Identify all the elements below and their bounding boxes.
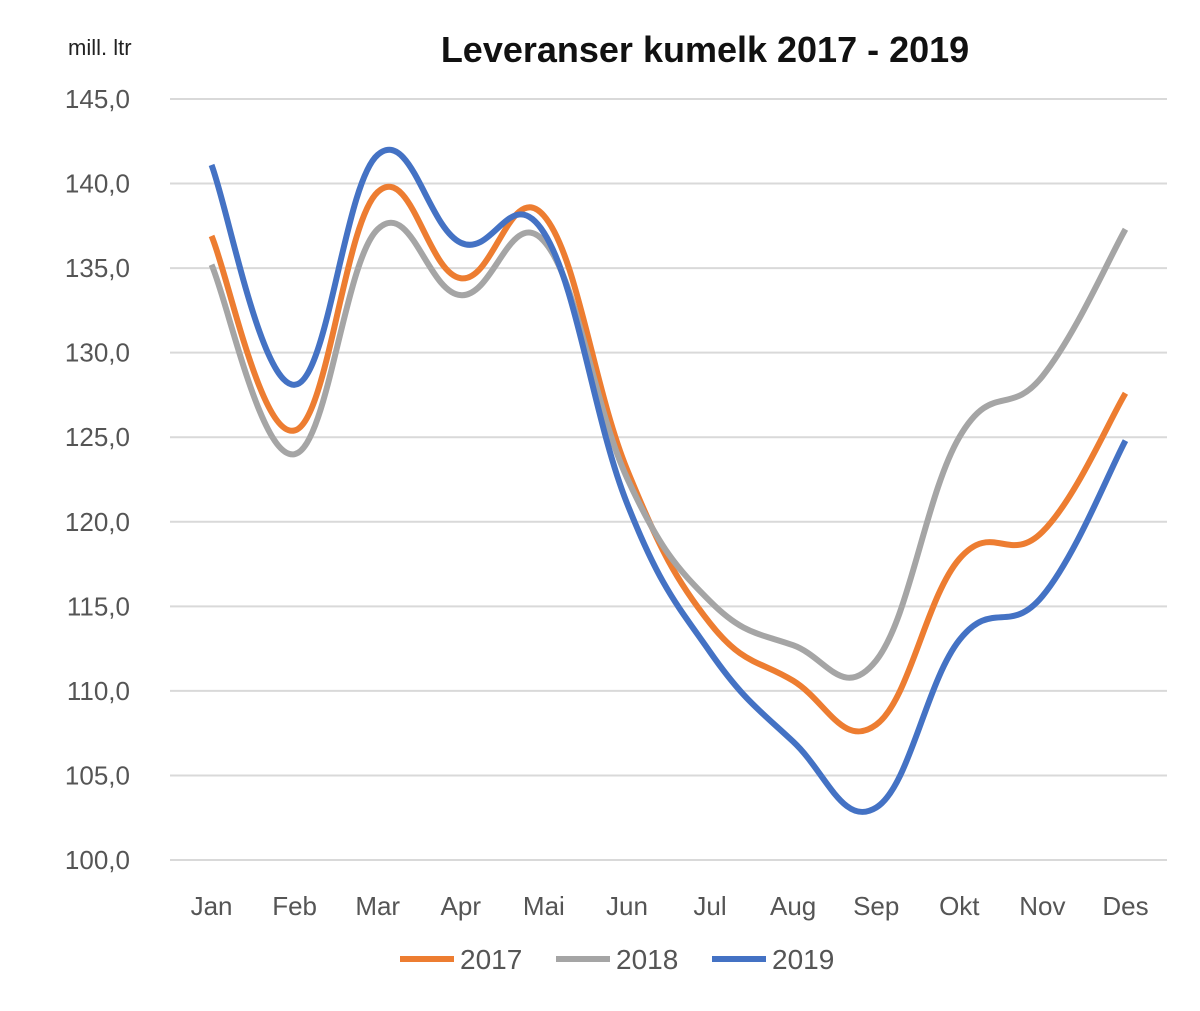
y-tick-label: 100,0 bbox=[65, 845, 130, 875]
series-2017 bbox=[208, 183, 1129, 735]
x-tick-label: Jun bbox=[606, 891, 648, 921]
series-line-2019 bbox=[208, 146, 1129, 815]
x-tick-label: Okt bbox=[939, 891, 980, 921]
legend: 2017 2018 2019 bbox=[400, 944, 834, 975]
y-tick-label: 125,0 bbox=[65, 422, 130, 452]
x-tick-label: Des bbox=[1102, 891, 1148, 921]
x-tick-label: Nov bbox=[1019, 891, 1065, 921]
series-lines bbox=[208, 146, 1129, 815]
x-tick-label: Jan bbox=[191, 891, 233, 921]
y-tick-label: 130,0 bbox=[65, 338, 130, 368]
y-tick-label: 110,0 bbox=[67, 676, 130, 706]
series-line-2018 bbox=[208, 219, 1129, 681]
x-axis-ticks: Jan Feb Mar Apr Mai Jun Jul Aug Sep Okt Nov Des bbox=[191, 891, 1149, 921]
legend-item-2018: 2018 bbox=[556, 944, 678, 975]
x-tick-label: Sep bbox=[853, 891, 899, 921]
legend-label: 2018 bbox=[616, 944, 678, 975]
x-tick-label: Feb bbox=[272, 891, 317, 921]
x-tick-label: Jul bbox=[693, 891, 726, 921]
legend-item-2019: 2019 bbox=[712, 944, 834, 975]
x-tick-label: Aug bbox=[770, 891, 816, 921]
legend-label: 2017 bbox=[460, 944, 522, 975]
legend-item-2017: 2017 bbox=[400, 944, 522, 975]
y-tick-label: 145,0 bbox=[65, 84, 130, 114]
series-2019 bbox=[208, 146, 1129, 815]
x-tick-label: Mai bbox=[523, 891, 565, 921]
y-tick-label: 115,0 bbox=[67, 591, 130, 621]
x-tick-label: Apr bbox=[441, 891, 482, 921]
gridlines bbox=[170, 98, 1167, 861]
y-tick-label: 120,0 bbox=[65, 507, 130, 537]
y-tick-label: 135,0 bbox=[65, 253, 130, 283]
y-axis-unit-label: mill. ltr bbox=[68, 35, 132, 60]
y-axis-ticks: 100,0 105,0 110,0 115,0 120,0 125,0 130,0 135,0… bbox=[65, 84, 130, 875]
series-2018 bbox=[208, 219, 1129, 681]
y-tick-label: 140,0 bbox=[65, 169, 130, 199]
series-line-2017 bbox=[208, 183, 1129, 735]
legend-label: 2019 bbox=[772, 944, 834, 975]
y-tick-label: 105,0 bbox=[65, 760, 130, 790]
x-tick-label: Mar bbox=[355, 891, 400, 921]
chart-title: Leveranser kumelk 2017 - 2019 bbox=[441, 29, 969, 70]
